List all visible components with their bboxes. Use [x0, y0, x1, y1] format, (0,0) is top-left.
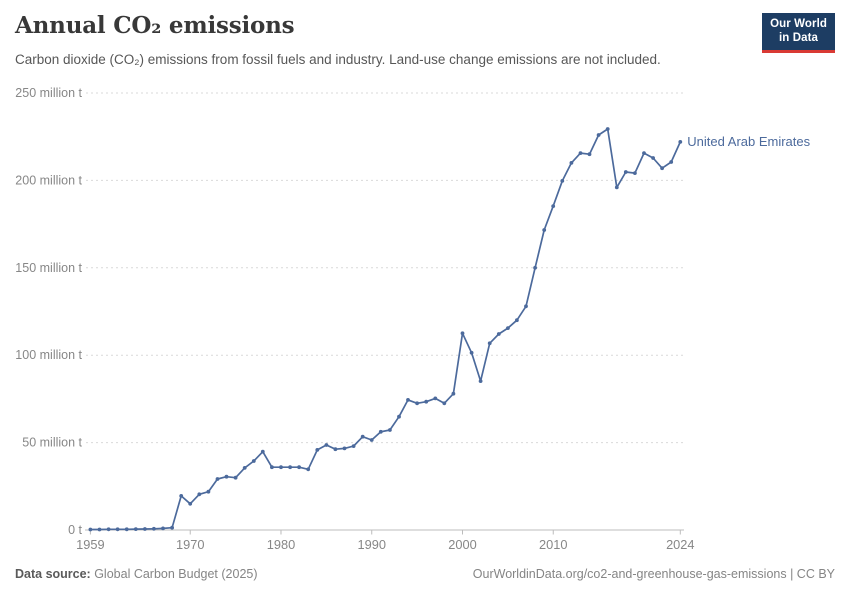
data-point-marker[interactable] [270, 465, 274, 470]
line-chart-svg[interactable]: 0 t 50 million t 100 million t 150 million … [0, 85, 850, 555]
data-point-marker[interactable] [642, 151, 646, 155]
data-point-marker[interactable] [397, 414, 401, 419]
owid-logo[interactable]: Our World in Data [762, 13, 835, 53]
data-point-marker[interactable] [333, 447, 338, 452]
data-point-marker[interactable] [569, 161, 574, 165]
credit-link[interactable]: OurWorldinData.org/co2-and-greenhouse-ga… [472, 567, 835, 581]
data-point-marker[interactable] [279, 465, 283, 470]
data-point-marker[interactable] [188, 501, 193, 506]
data-point-marker[interactable] [115, 527, 120, 532]
data-point-marker[interactable] [124, 527, 129, 532]
x-axis-label: 1970 [176, 537, 204, 552]
data-point-marker[interactable] [433, 396, 438, 401]
data-point-marker[interactable] [487, 341, 492, 346]
data-point-marker[interactable] [496, 332, 501, 336]
data-point-marker[interactable] [197, 492, 202, 497]
data-source-value: Global Carbon Budget (2025) [90, 567, 258, 581]
data-point-marker[interactable] [206, 489, 211, 494]
y-axis-label: 100 million t [15, 348, 82, 362]
data-point-marker[interactable] [369, 438, 374, 442]
data-point-marker[interactable] [678, 140, 683, 144]
entity-label: United Arab Emirates [687, 134, 810, 149]
data-point-marker[interactable] [342, 446, 347, 451]
data-point-marker[interactable] [88, 527, 93, 532]
chart-subtitle: Carbon dioxide (CO₂) emissions from foss… [15, 52, 661, 67]
data-point-marker[interactable] [669, 160, 674, 164]
data-point-marker[interactable] [424, 399, 429, 404]
data-point-marker[interactable] [351, 444, 356, 448]
y-axis-label: 0 t [68, 523, 82, 537]
data-point-marker[interactable] [451, 391, 456, 396]
data-point-marker[interactable] [143, 527, 147, 531]
page-title: Annual CO₂ emissions [15, 12, 295, 39]
data-point-marker[interactable] [297, 465, 301, 470]
data-point-marker[interactable] [587, 152, 592, 157]
data-point-marker[interactable] [596, 133, 601, 137]
x-axis-label: 2024 [666, 537, 694, 552]
data-point-marker[interactable] [524, 304, 528, 309]
data-point-marker[interactable] [152, 526, 156, 531]
data-point-marker[interactable] [415, 401, 419, 406]
data-point-marker[interactable] [215, 477, 220, 481]
data-source-label: Data source: [15, 567, 91, 581]
data-point-marker[interactable] [360, 434, 365, 439]
y-axis-label: 200 million t [15, 173, 82, 187]
data-point-marker[interactable] [170, 525, 175, 530]
data-point-marker[interactable] [651, 156, 655, 160]
data-point-marker[interactable] [133, 527, 138, 531]
x-axis-label: 1959 [76, 537, 104, 552]
data-point-marker[interactable] [533, 265, 537, 270]
data-point-marker[interactable] [179, 494, 184, 498]
data-point-marker[interactable] [288, 465, 292, 470]
data-point-marker[interactable] [251, 459, 256, 463]
data-point-marker[interactable] [242, 466, 247, 470]
data-point-marker[interactable] [578, 151, 583, 155]
chart-footer: Data source: Global Carbon Budget (2025)… [0, 567, 850, 581]
x-axis-label: 2000 [448, 537, 476, 552]
data-point-marker[interactable] [614, 185, 619, 190]
data-point-marker[interactable] [97, 527, 102, 532]
owid-logo-line1: Our World [770, 18, 827, 30]
y-axis-label: 50 million t [22, 436, 82, 450]
data-point-marker[interactable] [406, 398, 410, 402]
data-point-marker[interactable] [506, 326, 510, 330]
data-point-marker[interactable] [315, 448, 320, 452]
y-axis-label: 150 million t [15, 261, 82, 275]
data-point-marker[interactable] [515, 318, 519, 323]
owid-logo-line2: in Data [779, 31, 819, 44]
data-point-marker[interactable] [469, 350, 474, 355]
data-point-marker[interactable] [388, 428, 392, 432]
data-point-marker[interactable] [260, 449, 265, 454]
chart-plot-area[interactable]: 0 t 50 million t 100 million t 150 million … [0, 85, 850, 555]
y-axis-label: 250 million t [15, 86, 82, 100]
data-point-marker[interactable] [324, 443, 329, 447]
data-point-marker[interactable] [460, 331, 465, 336]
data-point-marker[interactable] [542, 228, 547, 232]
emissions-line[interactable] [89, 128, 682, 531]
data-point-marker[interactable] [306, 467, 311, 472]
data-point-marker[interactable] [623, 170, 628, 174]
data-point-marker[interactable] [633, 171, 637, 175]
data-point-marker[interactable] [560, 179, 565, 183]
data-point-marker[interactable] [605, 127, 610, 131]
data-point-marker[interactable] [442, 401, 447, 406]
data-point-marker[interactable] [224, 474, 229, 479]
data-point-marker[interactable] [551, 204, 556, 208]
data-point-marker[interactable] [161, 526, 165, 531]
data-source: Data source: Global Carbon Budget (2025) [15, 567, 258, 581]
x-axis-label: 1990 [358, 537, 386, 552]
data-point-marker[interactable] [106, 527, 111, 532]
x-axis-label: 1980 [267, 537, 295, 552]
data-point-marker[interactable] [660, 166, 664, 171]
data-point-marker[interactable] [478, 379, 483, 383]
data-point-marker[interactable] [378, 429, 383, 434]
x-axis-label: 2010 [539, 537, 567, 552]
data-point-marker[interactable] [233, 475, 238, 480]
